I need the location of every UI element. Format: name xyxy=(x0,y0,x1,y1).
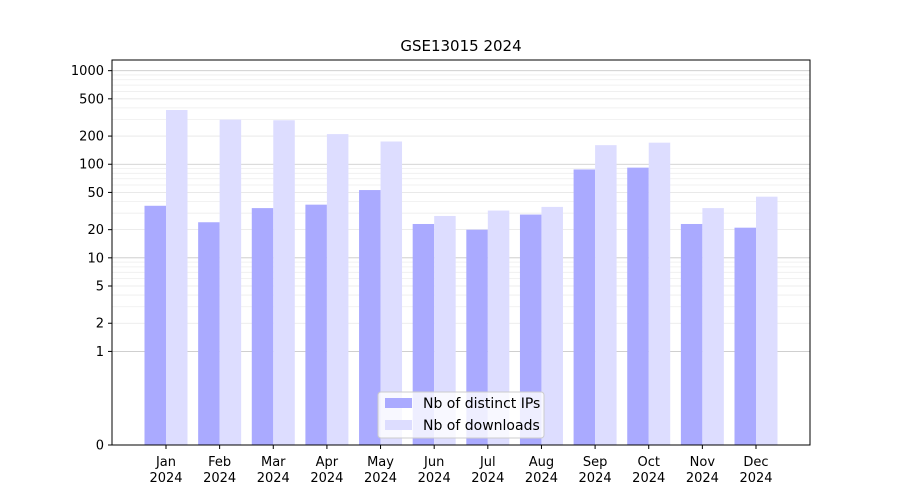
x-tick-label: May 2024 xyxy=(364,455,397,486)
y-tick-label: 50 xyxy=(87,186,104,201)
bar-downloads xyxy=(273,120,295,445)
x-tick-label: Dec 2024 xyxy=(739,455,772,486)
bar-downloads xyxy=(434,215,456,445)
legend: Nb of distinct IPs Nb of downloads xyxy=(377,391,545,439)
x-tick-label: Feb 2024 xyxy=(203,455,236,486)
x-tick-label: Aug 2024 xyxy=(525,455,558,486)
y-tick-label: 1000 xyxy=(71,64,104,79)
bar-downloads xyxy=(702,208,724,445)
y-tick-label: 20 xyxy=(87,223,104,238)
y-axis: 0 1 2 5 10 20 50 100 200 500 1000 xyxy=(71,64,112,454)
x-tick-label: Oct 2024 xyxy=(632,455,665,486)
legend-swatch-downloads xyxy=(385,420,412,430)
bar-distinct-ips xyxy=(519,214,542,445)
y-tick-label: 5 xyxy=(96,280,104,295)
x-tick-label: Jun 2024 xyxy=(418,455,451,486)
y-tick-label: 200 xyxy=(79,130,104,145)
y-tick-label: 100 xyxy=(79,158,104,173)
legend-label-downloads: Nb of downloads xyxy=(423,418,540,434)
x-tick-label: Jul 2024 xyxy=(471,455,504,486)
x-tick-label: Jan 2024 xyxy=(149,455,182,486)
bar-downloads xyxy=(541,206,563,445)
bar-distinct-ips xyxy=(305,204,327,445)
x-axis: Jan 2024 Feb 2024 Mar 2024 Apr 2024 May 2024 Jun 20… xyxy=(149,445,773,486)
y-tick-label: 0 xyxy=(96,439,104,454)
bar-downloads xyxy=(648,142,671,445)
bar-downloads xyxy=(487,210,510,445)
bar-distinct-ips xyxy=(466,229,488,445)
bar-distinct-ips xyxy=(680,223,703,445)
legend-box xyxy=(377,391,545,439)
y-tick-label: 500 xyxy=(79,92,104,107)
bar-distinct-ips xyxy=(144,205,166,445)
bar-distinct-ips xyxy=(198,222,220,445)
x-tick-label: Nov 2024 xyxy=(686,455,719,486)
bar-distinct-ips xyxy=(251,208,274,445)
bar-distinct-ips xyxy=(573,169,596,446)
x-tick-label: Mar 2024 xyxy=(257,455,290,486)
bar-distinct-ips xyxy=(359,190,381,445)
x-tick-label: Apr 2024 xyxy=(310,455,343,486)
bar-downloads xyxy=(756,196,778,445)
chart-title: GSE13015 2024 xyxy=(400,37,521,55)
plot-frame xyxy=(111,59,811,446)
legend-label-ips: Nb of distinct IPs xyxy=(423,396,540,412)
bars xyxy=(144,109,778,446)
y-tick-label: 2 xyxy=(96,317,104,332)
bar-downloads xyxy=(326,134,349,446)
y-tick-label: 1 xyxy=(96,345,104,360)
bar-downloads xyxy=(380,141,403,445)
bar-downloads xyxy=(166,109,188,446)
y-tick-label: 10 xyxy=(87,251,104,266)
bar-distinct-ips xyxy=(627,167,649,445)
bar-downloads xyxy=(219,119,242,446)
bar-downloads xyxy=(595,145,617,445)
legend-swatch-ips xyxy=(385,398,412,408)
x-tick-label: Sep 2024 xyxy=(579,455,612,486)
bar-distinct-ips xyxy=(734,227,756,445)
bar-distinct-ips xyxy=(412,223,435,445)
